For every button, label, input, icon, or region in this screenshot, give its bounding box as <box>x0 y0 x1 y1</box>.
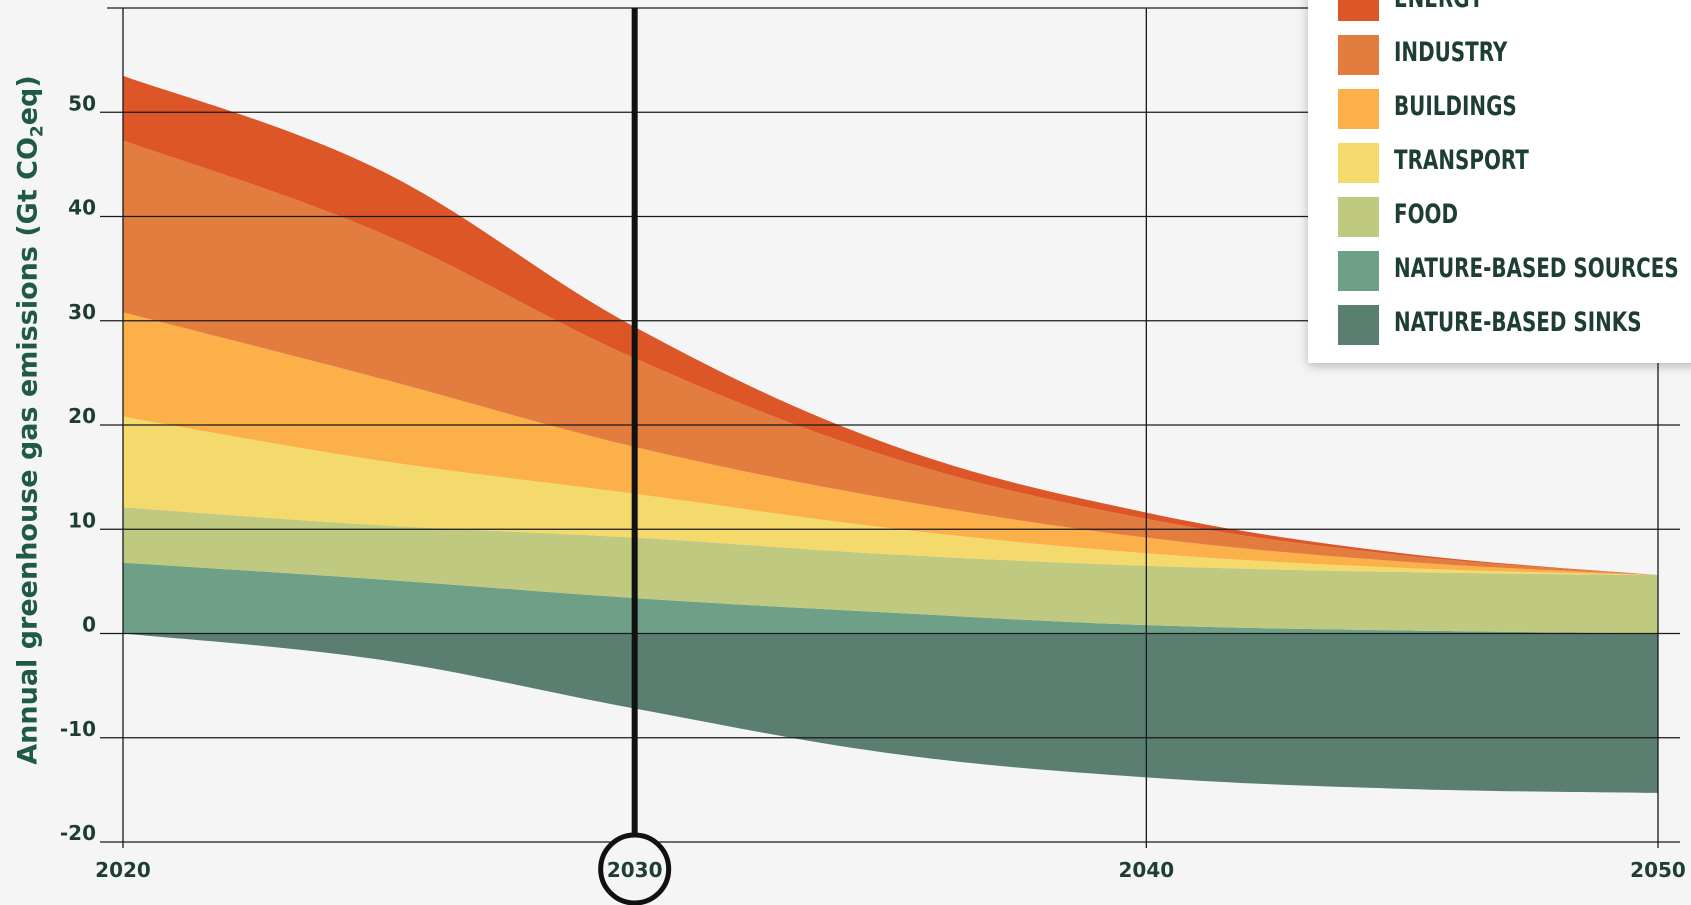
legend-label: INDUSTRY <box>1394 37 1508 68</box>
area-food <box>123 507 1658 634</box>
area-nature-based-sources <box>123 562 1658 634</box>
x-tick-label: 2050 <box>1630 858 1686 882</box>
highlight-year-label: 2030 <box>607 858 663 882</box>
y-tick-label: 40 <box>68 196 96 220</box>
legend-swatch <box>1338 197 1379 237</box>
x-tick-label: 2040 <box>1118 858 1174 882</box>
legend-label: NATURE-BASED SINKS <box>1394 307 1642 338</box>
y-tick-label: 30 <box>68 300 96 324</box>
y-tick-label: -20 <box>60 821 96 845</box>
x-tick-label: 2020 <box>95 858 151 882</box>
y-tick-label: 0 <box>82 613 96 637</box>
legend-label: FOOD <box>1394 199 1459 230</box>
legend-swatch <box>1338 251 1379 291</box>
legend-swatch <box>1338 35 1379 75</box>
legend-swatch <box>1338 0 1379 21</box>
legend-swatch <box>1338 89 1379 129</box>
area-industry <box>123 140 1658 576</box>
legend-label: NATURE-BASED SOURCES <box>1394 253 1679 284</box>
area-transport <box>123 416 1658 576</box>
y-tick-label: -10 <box>60 717 96 741</box>
chart-legend: ENERGY INDUSTRY BUILDINGS TRANSPORT FOOD NATU… <box>1308 0 1691 363</box>
legend-swatch <box>1338 143 1379 183</box>
legend-swatch <box>1338 305 1379 345</box>
y-tick-label: 20 <box>68 404 96 428</box>
legend-label: BUILDINGS <box>1394 91 1517 122</box>
y-tick-label: 10 <box>68 508 96 532</box>
y-tick-label: 50 <box>68 91 96 115</box>
legend-label: ENERGY <box>1394 0 1484 14</box>
area-buildings <box>123 312 1658 576</box>
legend-label: TRANSPORT <box>1394 145 1529 176</box>
y-axis-label: Annual greenhouse gas emissions (Gt CO2e… <box>12 75 48 765</box>
area-nature-based-sinks <box>123 633 1658 793</box>
highlight-circle-2030 <box>598 832 672 905</box>
